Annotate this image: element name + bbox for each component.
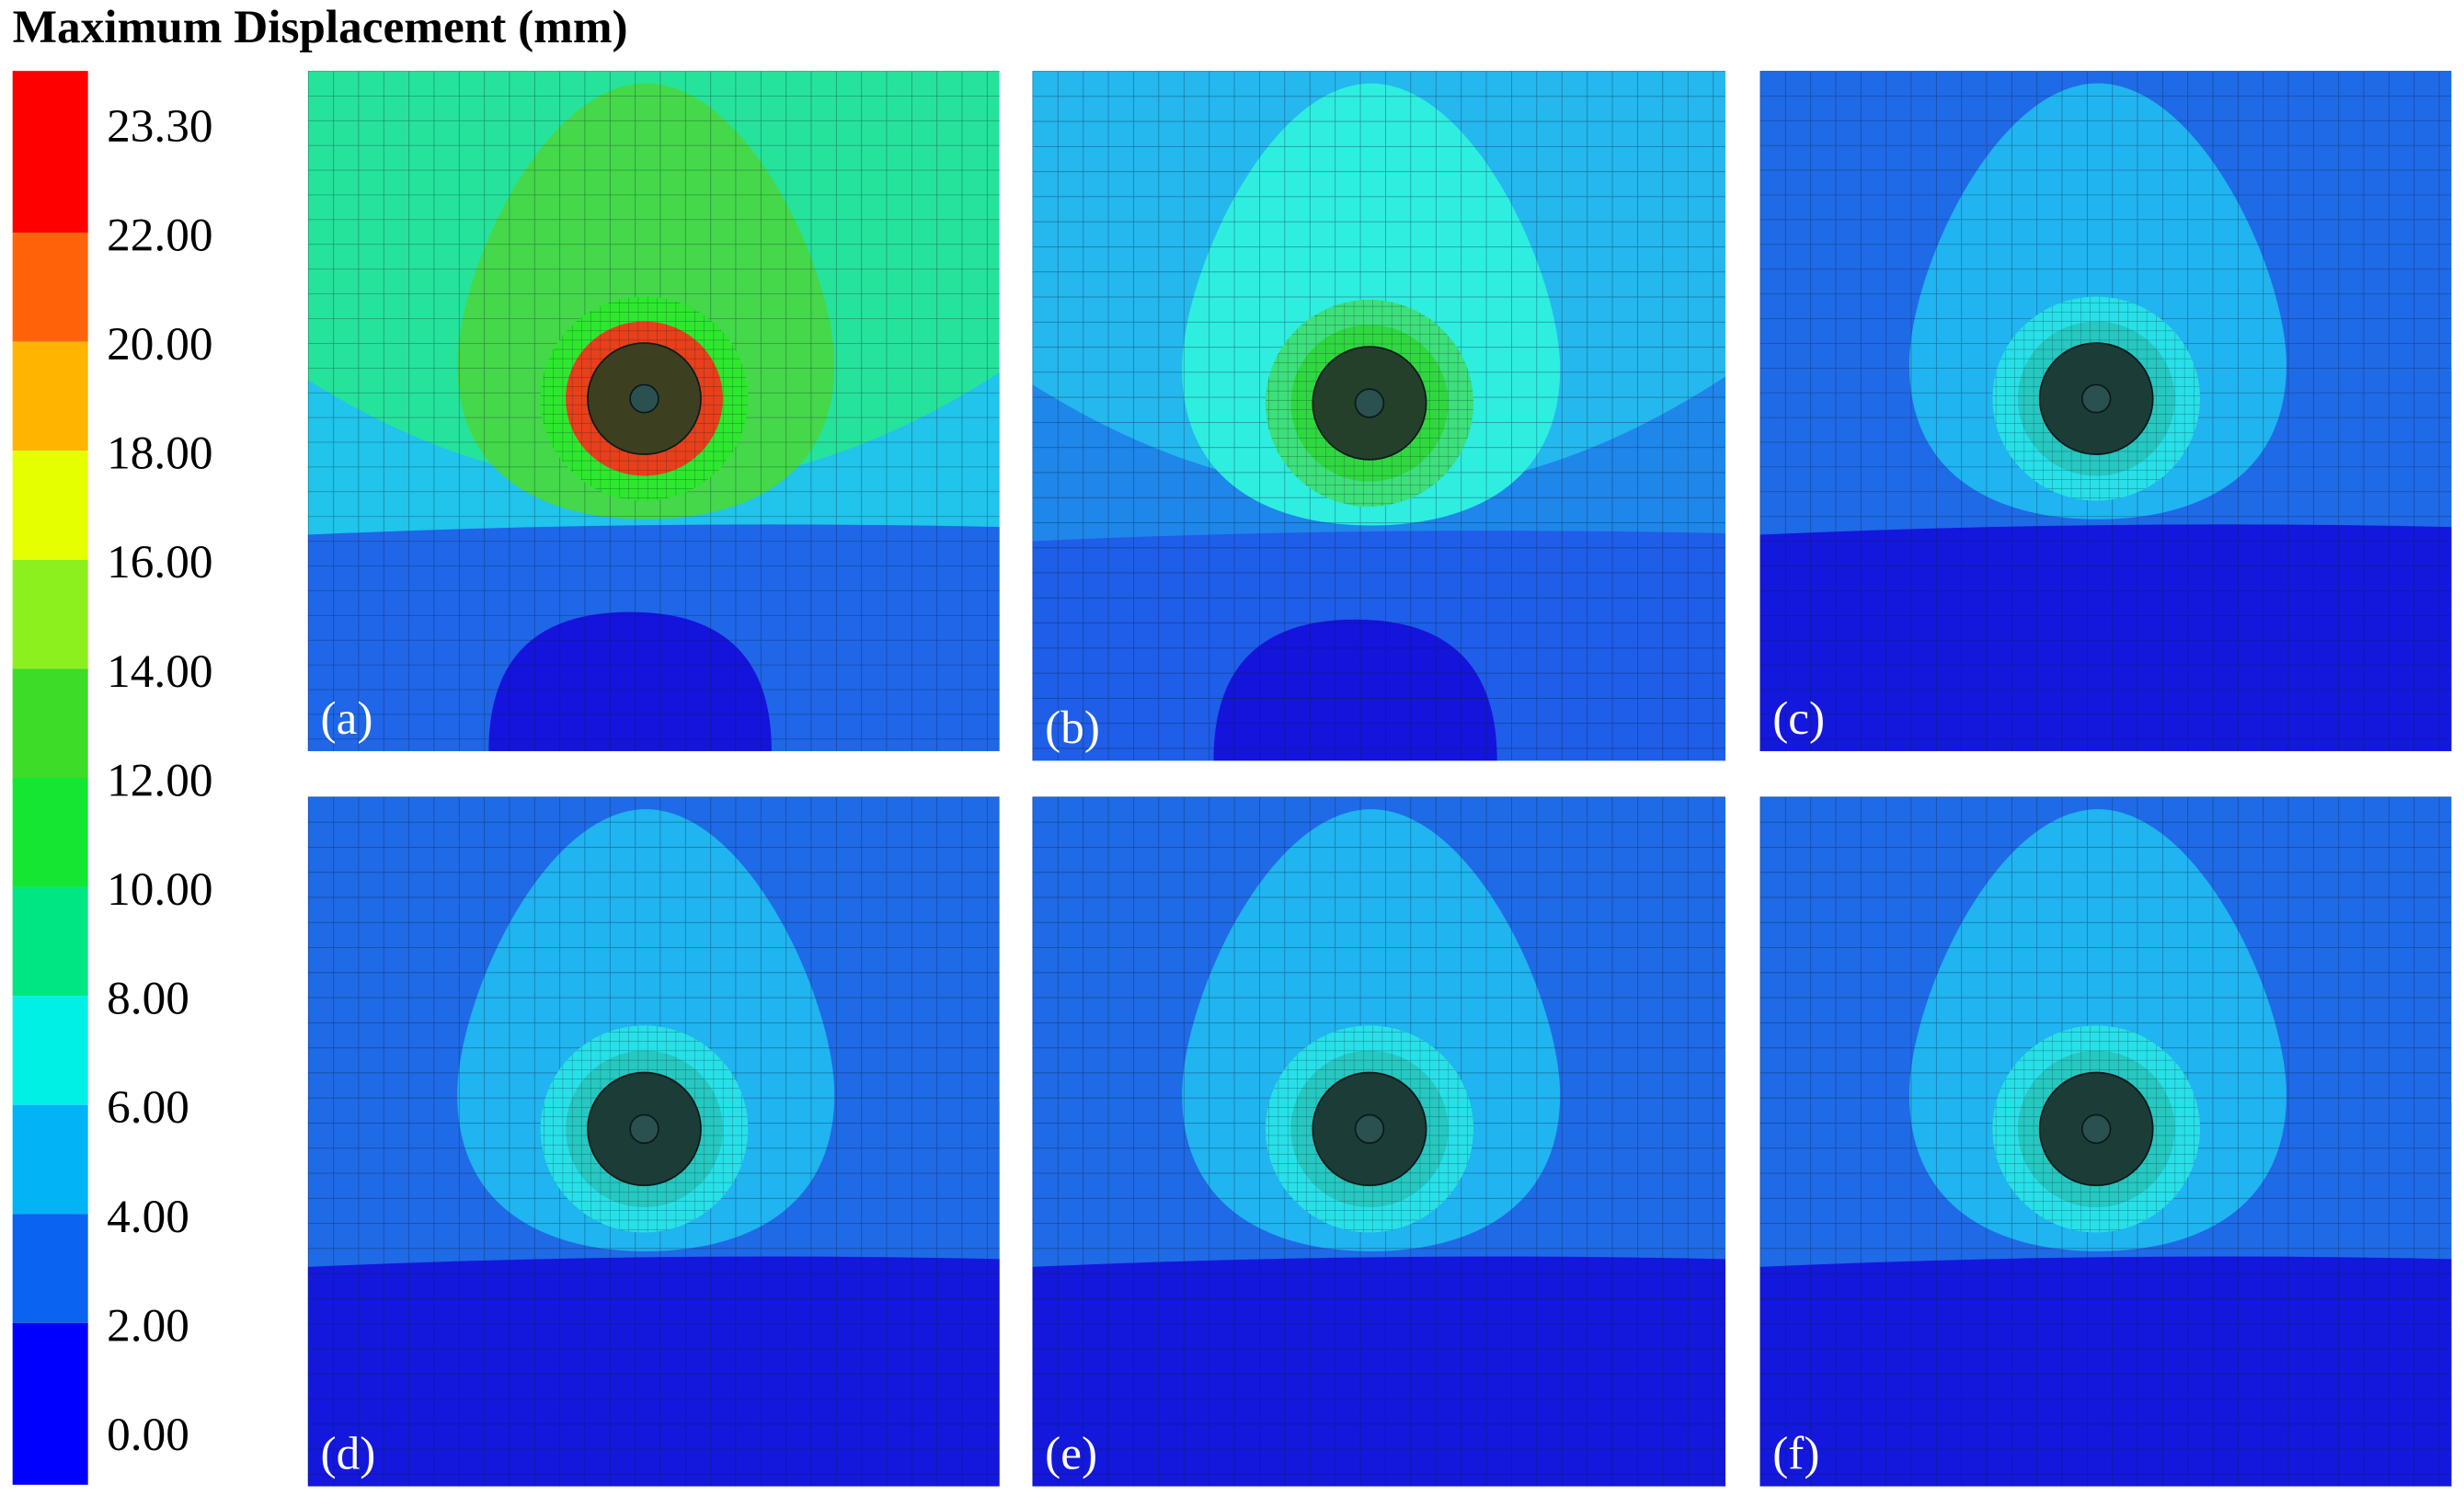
contour-panel — [1032, 71, 1725, 761]
tunnel-core — [1354, 388, 1385, 418]
colorbar-label: 18.00 — [107, 428, 212, 480]
contour-panel — [1759, 796, 2452, 1487]
colorbar-band — [12, 1104, 88, 1215]
colorbar-band — [12, 1322, 88, 1485]
panel-label: (a) — [321, 692, 373, 745]
colorbar-band — [12, 341, 88, 451]
colorbar-band — [12, 886, 88, 997]
tunnel-core — [2080, 1113, 2112, 1145]
colorbar-label: 14.00 — [107, 645, 212, 698]
panel-label: (f) — [1772, 1428, 1819, 1480]
colorbar-band — [12, 668, 88, 778]
colorbar-label: 22.00 — [107, 209, 212, 261]
colorbar-band — [12, 996, 88, 1105]
contour-panel — [1032, 796, 1725, 1487]
tunnel-core — [629, 383, 659, 414]
colorbar-band — [12, 1214, 88, 1323]
panels: (a) (b) (c) (d) (e) (f) — [307, 71, 2452, 1487]
colorbar-label: 10.00 — [107, 863, 212, 916]
tunnel-core — [2080, 383, 2112, 414]
panel-label: (e) — [1045, 1428, 1097, 1480]
colorbar-band — [12, 233, 88, 342]
contour-panel — [1759, 71, 2452, 751]
colorbar-label: 2.00 — [107, 1299, 189, 1352]
contour-panel — [307, 796, 1000, 1487]
contour-panel — [307, 71, 1000, 751]
colorbar-label: 23.30 — [107, 100, 212, 153]
colorbar-label: 20.00 — [107, 318, 212, 371]
colorbar-label: 6.00 — [107, 1081, 189, 1134]
colorbar-band — [12, 451, 88, 560]
colorbar-label: 12.00 — [107, 754, 212, 806]
colorbar-label: 8.00 — [107, 973, 189, 1025]
colorbar-label: 4.00 — [107, 1191, 189, 1243]
panel-label: (c) — [1772, 692, 1825, 745]
tunnel-core — [629, 1113, 659, 1145]
colorbar-label: 16.00 — [107, 536, 212, 588]
panel-label: (d) — [321, 1428, 376, 1480]
colorbar-band — [12, 71, 88, 234]
figure-title: Maximum Displacement (mm) — [13, 1, 628, 53]
colorbar-band — [12, 559, 88, 669]
tunnel-core — [1354, 1113, 1385, 1145]
colorbar-label: 0.00 — [107, 1409, 189, 1461]
panel-label: (b) — [1045, 702, 1100, 754]
colorbar-band — [12, 777, 88, 887]
colorbar: 23.30 22.00 20.00 18.00 16.00 14.00 12.00 10.00… — [12, 71, 212, 1485]
